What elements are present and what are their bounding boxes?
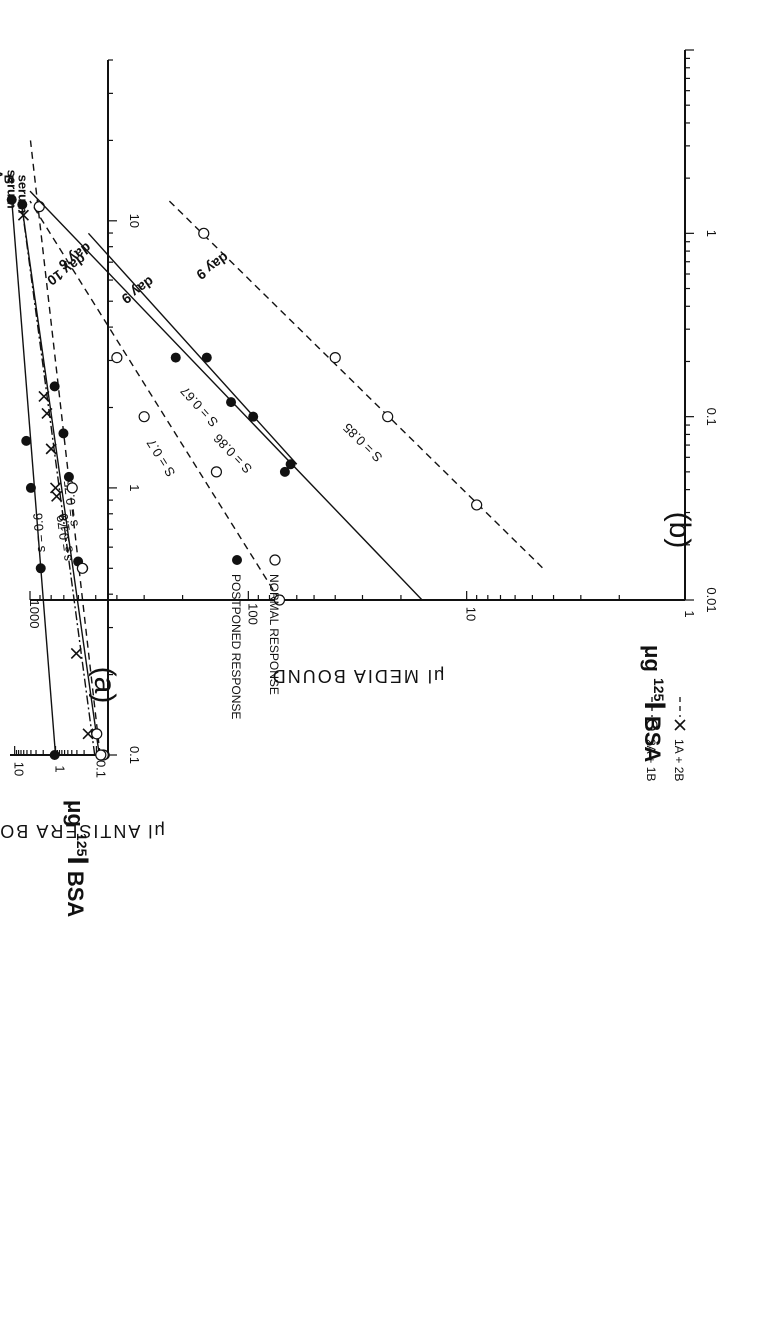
data-point	[49, 381, 60, 392]
line-label-bottom: A	[0, 170, 6, 180]
y-tick-label: 0.1	[93, 760, 108, 778]
fit-line	[87, 232, 298, 465]
slope-label: s = 0.79	[54, 514, 75, 562]
data-point	[35, 563, 46, 574]
data-point	[41, 407, 53, 420]
data-point	[170, 352, 181, 363]
panel-label: (a)	[88, 667, 121, 704]
x-tick-label: 1	[704, 230, 719, 237]
panel-b: 0.01 0.1 1 1 10 100 1000 μg 125I BSA μl MEDIA BO…	[27, 49, 719, 762]
data-point	[49, 482, 62, 494]
data-point	[210, 466, 223, 478]
legend-marker	[674, 719, 686, 731]
line-label-bottom: B	[1, 175, 16, 184]
legend-marker	[232, 555, 242, 565]
data-point	[329, 351, 341, 364]
slope-label: S = 0.7	[144, 436, 179, 479]
data-point	[226, 397, 237, 408]
fit-line	[29, 140, 101, 756]
legend-marker	[269, 554, 281, 566]
data-point	[58, 428, 69, 439]
y-tick-label: 1000	[27, 600, 42, 629]
data-point	[76, 562, 88, 574]
data-point	[45, 443, 57, 455]
data-point	[17, 209, 29, 221]
data-point	[70, 647, 82, 660]
fit-line	[29, 200, 281, 601]
data-point	[111, 351, 123, 364]
data-point	[49, 750, 60, 760]
data-point	[201, 352, 212, 363]
data-point	[38, 390, 50, 403]
x-axis-label: μg 125I BSA	[638, 645, 671, 762]
fit-line	[29, 190, 423, 601]
y-tick-label: 10	[464, 607, 479, 621]
data-point	[285, 459, 296, 470]
data-point	[66, 482, 78, 494]
data-point	[198, 227, 210, 239]
data-point	[279, 466, 290, 477]
panel-label: (b)	[663, 512, 696, 549]
x-tick-label: 10	[127, 214, 142, 228]
data-point	[382, 411, 394, 423]
x-axis-label-superscript: 125	[74, 833, 90, 857]
y-tick-label: 1	[53, 765, 68, 772]
x-axis-label-unit: μg	[640, 645, 665, 678]
fit-line	[20, 199, 100, 756]
fit-line	[11, 199, 57, 756]
data-point	[82, 728, 94, 740]
x-tick-label: 0.01	[704, 587, 719, 612]
y-tick-label: 1	[682, 610, 697, 617]
x-tick-label: 0.1	[127, 746, 142, 764]
x-axis-label: μg 125I BSA	[61, 800, 94, 917]
x-tick-label: 1	[127, 484, 142, 491]
x-axis-label-element: I	[638, 701, 671, 709]
legend-marker	[646, 719, 658, 731]
line-label: day 9	[193, 249, 232, 283]
x-axis-label-element: I	[61, 856, 94, 864]
data-point	[21, 435, 32, 446]
slope-label: S = 0.85	[340, 420, 385, 465]
x-axis-label-unit: μg	[63, 800, 88, 833]
line-label-top: serum	[15, 175, 30, 214]
x-axis-label-rest: BSA	[63, 865, 88, 918]
fit-line	[21, 209, 96, 756]
y-tick-label: 100	[245, 603, 260, 625]
x-axis-label-superscript: 125	[651, 678, 667, 702]
line-label-top: serum	[5, 170, 20, 209]
y-tick-label: 10	[12, 762, 27, 776]
legend-label: 1A + 2B	[672, 739, 686, 781]
data-point	[95, 749, 107, 761]
data-point	[25, 482, 36, 493]
x-tick-label: 0.1	[704, 408, 719, 426]
y-axis-label: μl ANTISERA BOUND	[0, 821, 165, 841]
data-point	[6, 194, 17, 205]
data-point	[471, 499, 483, 511]
data-point	[273, 594, 286, 606]
data-point	[248, 411, 259, 422]
data-point	[138, 411, 150, 423]
x-axis-label-rest: BSA	[640, 710, 665, 763]
slope-label: S = 0.67	[177, 384, 221, 430]
data-point	[17, 199, 28, 210]
legend-label: 2A + 1B	[644, 739, 658, 781]
data-point	[91, 728, 103, 740]
slope-label: s = 0.6	[30, 512, 48, 552]
legend-label: NORMAL RESPONSE	[267, 574, 281, 695]
legend-label: POSTPONED RESPONSE	[229, 574, 243, 719]
y-axis-label: μl MEDIA BOUND	[271, 666, 444, 686]
